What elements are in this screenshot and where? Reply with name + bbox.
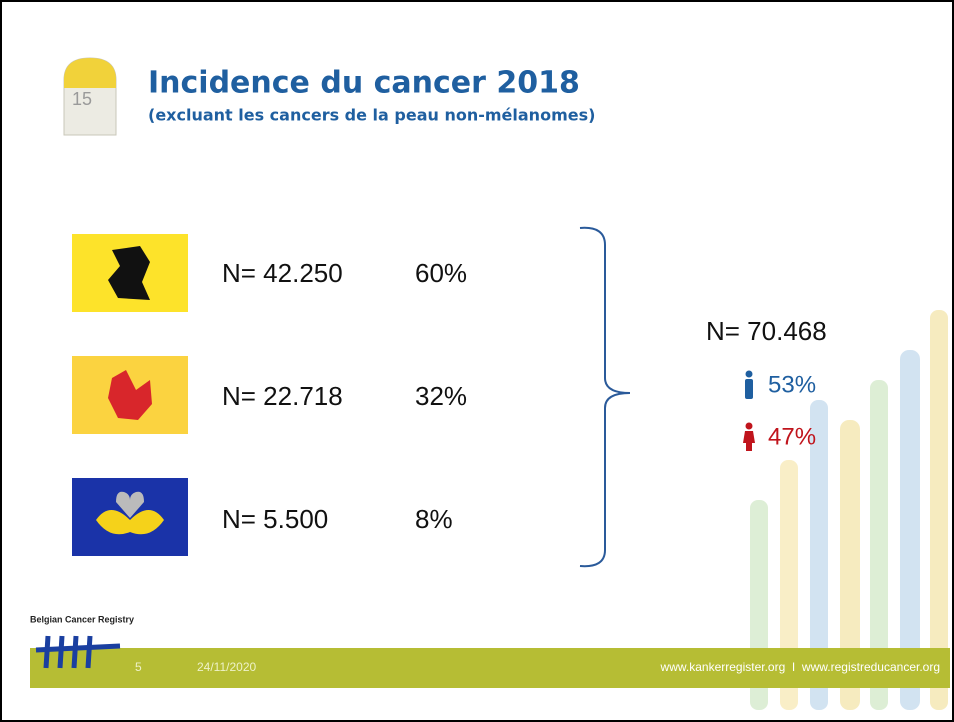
female-share: 47% bbox=[768, 423, 816, 450]
region-share: 8% bbox=[415, 504, 453, 534]
milestone-number: 15 bbox=[72, 89, 92, 109]
page-number: 5 bbox=[135, 660, 142, 674]
male-share: 53% bbox=[768, 371, 816, 398]
date: 24/11/2020 bbox=[197, 660, 256, 674]
region-count: N= 42.250 bbox=[222, 258, 343, 288]
slide: 15 Incidence du cancer 2018 (excluant le… bbox=[0, 0, 954, 722]
flag-brussels bbox=[72, 478, 188, 556]
region-share: 60% bbox=[415, 258, 467, 288]
region-count: N= 22.718 bbox=[222, 381, 343, 411]
title: Incidence du cancer 2018 bbox=[148, 66, 580, 101]
links: www.kankerregister.org I www.registreduc… bbox=[660, 660, 940, 674]
male-icon bbox=[745, 371, 753, 400]
logo-text: Belgian Cancer Registry bbox=[30, 614, 134, 624]
region-share: 32% bbox=[415, 381, 467, 411]
subtitle: (excluant les cancers de la peau non-mél… bbox=[148, 106, 595, 125]
region-count: N= 5.500 bbox=[222, 504, 328, 534]
flag-wallonia bbox=[72, 356, 188, 434]
flag-flanders bbox=[72, 234, 188, 312]
total-count: N= 70.468 bbox=[706, 316, 827, 346]
milestone-icon: 15 bbox=[64, 58, 116, 135]
